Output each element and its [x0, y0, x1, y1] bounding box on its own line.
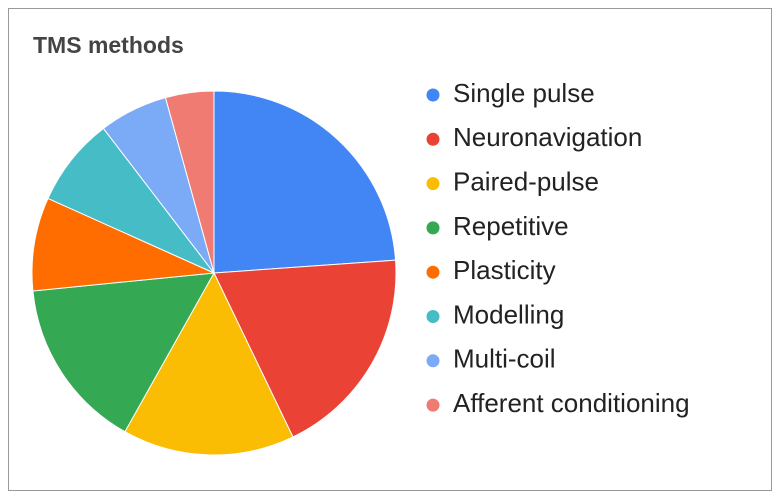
pie-slice — [213, 90, 397, 274]
legend-label: Afferent conditioning — [453, 388, 690, 418]
pie-slice — [164, 90, 215, 274]
pie-slice — [124, 271, 294, 456]
legend-label: Neuronavigation — [453, 122, 642, 152]
legend-label: Plasticity — [453, 255, 556, 285]
legend-swatch — [426, 265, 440, 279]
legend-swatch — [426, 88, 440, 102]
legend-label: Multi-coil — [453, 344, 556, 374]
legend-swatch — [426, 310, 440, 323]
legend-label: Paired-pulse — [453, 166, 599, 196]
pie-slice — [31, 197, 216, 292]
legend-label: Single pulse — [453, 78, 595, 108]
legend-swatch — [426, 177, 440, 191]
legend-swatch — [426, 221, 440, 235]
pie-slice — [32, 272, 215, 433]
legend-label: Modelling — [453, 299, 564, 329]
legend-swatch — [426, 398, 440, 412]
pie-slice — [213, 259, 397, 438]
legend-swatch — [426, 354, 440, 368]
pie-slice — [47, 127, 215, 274]
chart-title: TMS methods — [33, 32, 184, 58]
legend-label: Repetitive — [453, 211, 569, 241]
legend-swatch — [426, 132, 440, 146]
